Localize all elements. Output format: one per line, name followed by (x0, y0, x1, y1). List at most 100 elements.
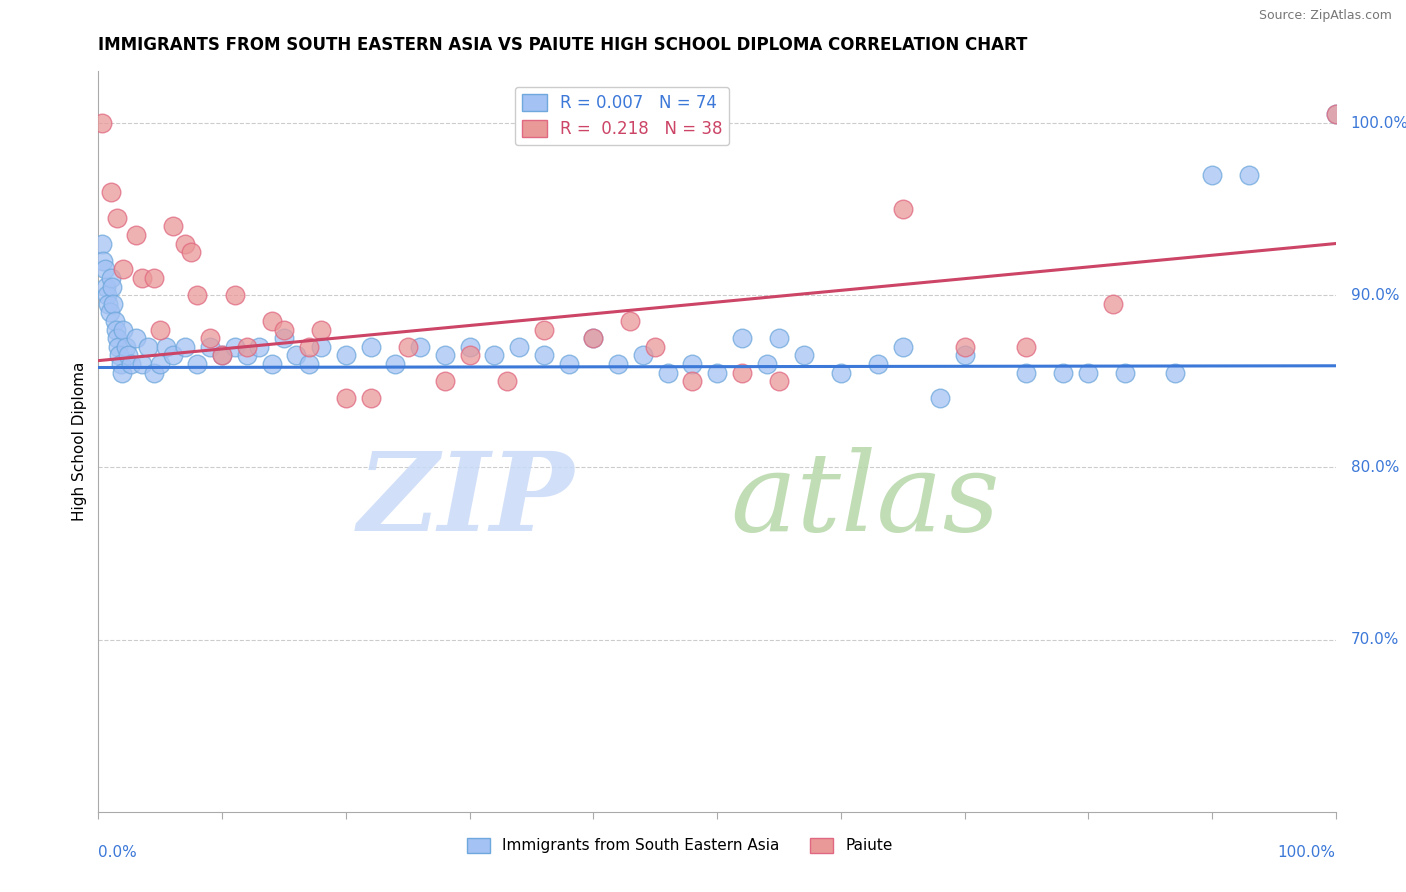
Point (117, 348, 139, 362)
Point (260, 357, 283, 371)
Point (124, 331, 146, 345)
Point (1201, 168, 1223, 182)
Point (236, 348, 259, 362)
Point (396, 340, 419, 354)
Point (105, 331, 128, 345)
Point (335, 392, 357, 406)
Point (1015, 366, 1038, 380)
Point (107, 340, 129, 354)
Point (1077, 366, 1099, 380)
Point (657, 366, 679, 380)
Point (508, 340, 530, 354)
Point (98, 305, 121, 319)
Point (100, 185, 122, 199)
Text: atlas: atlas (731, 447, 1000, 555)
Point (103, 314, 125, 328)
Legend: Immigrants from South Eastern Asia, Paiute: Immigrants from South Eastern Asia, Paiu… (461, 831, 898, 860)
Text: Source: ZipAtlas.com: Source: ZipAtlas.com (1258, 9, 1392, 22)
Point (155, 340, 177, 354)
Point (285, 348, 308, 362)
Point (174, 236, 197, 251)
Point (273, 323, 295, 337)
Point (335, 348, 357, 362)
Point (582, 331, 605, 345)
Point (110, 357, 132, 371)
Text: 100.0%: 100.0% (1278, 845, 1336, 860)
Point (1114, 366, 1136, 380)
Point (247, 340, 270, 354)
Point (149, 323, 172, 337)
Point (111, 366, 134, 380)
Point (619, 314, 641, 328)
Point (830, 366, 852, 380)
Point (100, 271, 122, 285)
Point (136, 340, 159, 354)
Point (198, 331, 221, 345)
Point (91, 116, 114, 130)
Point (94, 279, 117, 293)
Point (1164, 366, 1187, 380)
Point (124, 227, 146, 242)
Point (211, 348, 233, 362)
Point (607, 357, 630, 371)
Point (731, 366, 754, 380)
Point (298, 340, 321, 354)
Point (298, 357, 321, 371)
Point (143, 366, 166, 380)
Point (582, 331, 605, 345)
Point (224, 340, 246, 354)
Point (409, 340, 432, 354)
Text: 90.0%: 90.0% (1351, 288, 1399, 302)
Point (93, 253, 115, 268)
Text: 70.0%: 70.0% (1351, 632, 1399, 647)
Point (731, 331, 754, 345)
Point (953, 348, 976, 362)
Point (360, 340, 382, 354)
Point (706, 366, 728, 380)
Point (484, 348, 506, 362)
Point (557, 357, 579, 371)
Point (120, 357, 142, 371)
Point (162, 348, 184, 362)
Point (162, 219, 184, 234)
Point (1102, 297, 1125, 311)
Point (131, 271, 153, 285)
Point (1237, 168, 1260, 182)
Point (236, 340, 259, 354)
Point (186, 288, 208, 302)
Text: ZIP: ZIP (359, 447, 575, 555)
Point (186, 357, 208, 371)
Text: 100.0%: 100.0% (1351, 115, 1406, 130)
Point (260, 314, 283, 328)
Point (211, 348, 233, 362)
Point (891, 202, 914, 216)
Point (953, 340, 976, 354)
Point (681, 357, 703, 371)
Point (1052, 366, 1074, 380)
Point (112, 262, 135, 277)
Point (112, 323, 135, 337)
Point (458, 340, 481, 354)
Point (928, 392, 950, 406)
Point (105, 211, 128, 225)
Point (131, 357, 153, 371)
Point (103, 297, 125, 311)
Point (360, 392, 382, 406)
Point (768, 331, 790, 345)
Point (681, 374, 703, 388)
Point (533, 348, 555, 362)
Point (866, 357, 889, 371)
Point (180, 245, 202, 260)
Point (101, 279, 124, 293)
Y-axis label: High School Diploma: High School Diploma (72, 362, 87, 521)
Point (1015, 340, 1038, 354)
Point (768, 374, 790, 388)
Point (1324, 107, 1347, 121)
Point (631, 348, 654, 362)
Point (309, 323, 332, 337)
Point (644, 340, 666, 354)
Point (96, 288, 118, 302)
Point (104, 323, 127, 337)
Point (97, 297, 120, 311)
Point (1324, 107, 1347, 121)
